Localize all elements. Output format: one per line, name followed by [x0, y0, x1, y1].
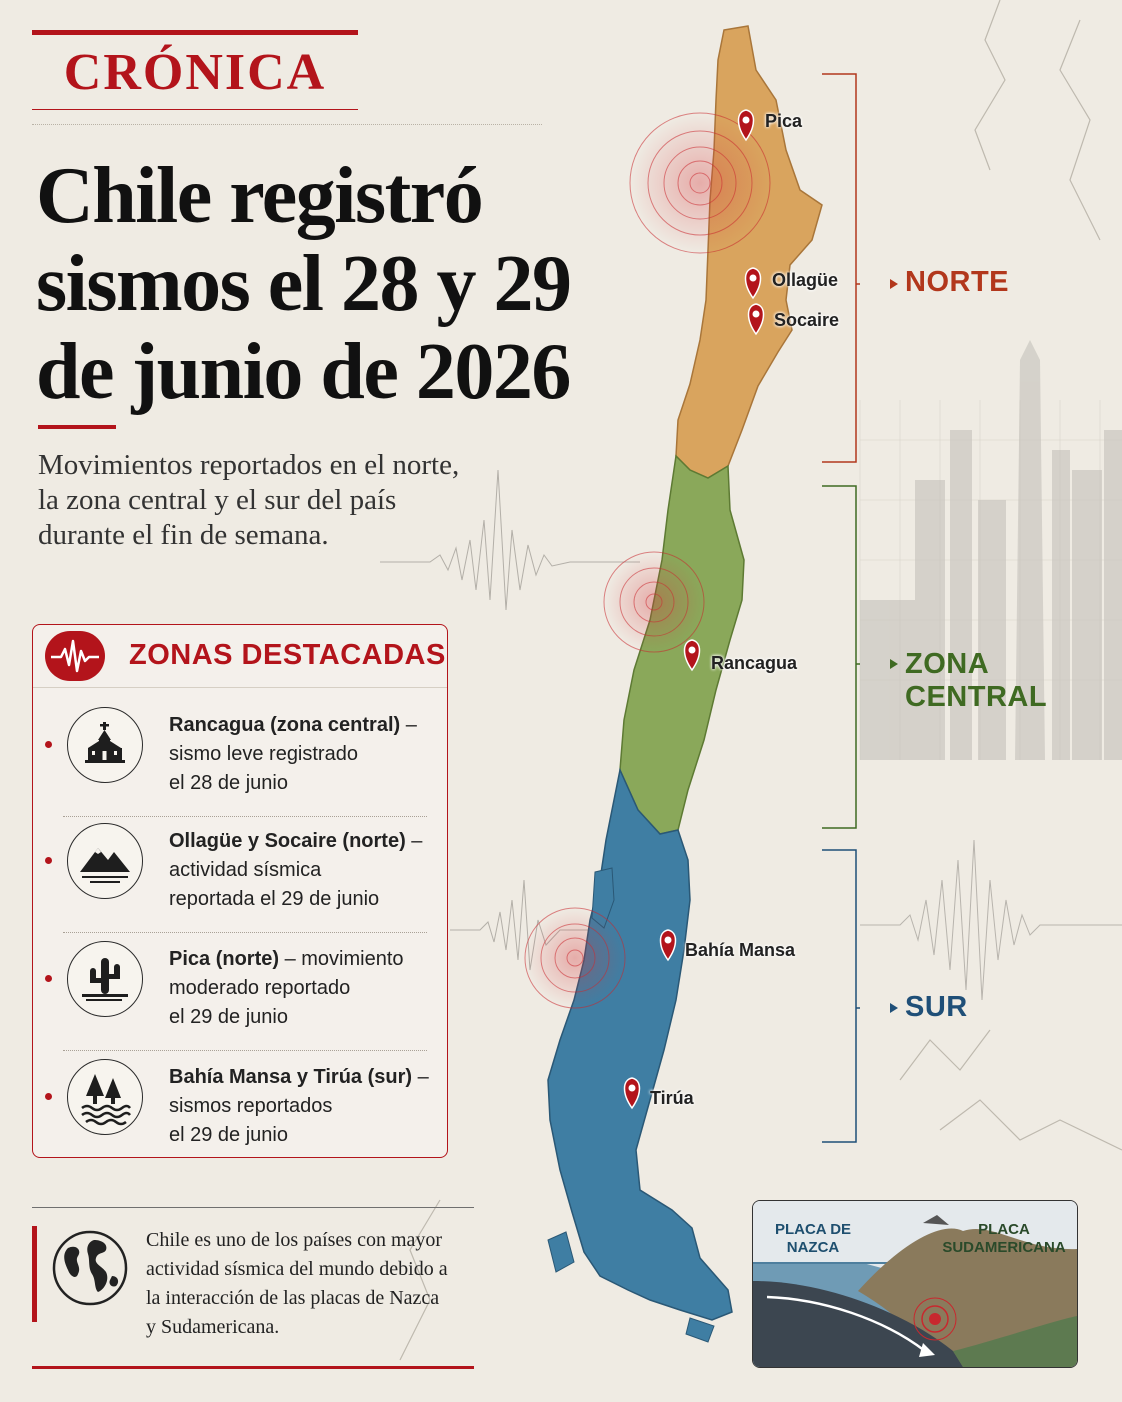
zone-desc: el 29 de junio [169, 1124, 288, 1146]
plate-label-line: NAZCA [786, 1239, 840, 1256]
fact-rule [32, 1207, 474, 1208]
church-icon [67, 707, 143, 783]
plate-label-sudamericana: PLACA SUDAMERICANA [939, 1221, 1069, 1257]
zone-dash: – movimiento [279, 948, 404, 970]
plate-label-line: PLACA [978, 1221, 1030, 1238]
seismograph-icon [45, 631, 105, 681]
region-label-central: ZONA CENTRAL [905, 648, 1047, 714]
header-rule [32, 124, 542, 125]
city-label-ollague: Ollagüe [772, 270, 839, 290]
divider [63, 1050, 427, 1051]
fact-line: actividad sísmica del mundo debido a [146, 1258, 448, 1280]
zone-desc: actividad sísmica [169, 859, 322, 881]
zone-desc: sismos reportados [169, 1095, 333, 1117]
city-label-bahia-mansa: Bahía Mansa [685, 940, 796, 960]
fact-line: la interacción de las placas de Nazca [146, 1287, 440, 1309]
zone-item-rancagua: Rancagua (zona central) – sismo leve reg… [33, 701, 447, 817]
bullet [45, 741, 52, 748]
headline-line: Chile registró [36, 152, 484, 240]
region-label-line: CENTRAL [905, 681, 1048, 713]
subheadline: Movimientos reportados en el norte, la z… [38, 448, 538, 553]
fact-line: Chile es uno de los países con mayor [146, 1229, 443, 1251]
city-label-rancagua: Rancagua [711, 653, 798, 673]
fact-text: Chile es uno de los países con mayor act… [146, 1226, 466, 1342]
plate-label-nazca: PLACA DE NAZCA [763, 1221, 863, 1257]
zone-text: Ollagüe y Socaire (norte) – actividad sí… [169, 827, 439, 914]
plates-inset: PLACA DE NAZCA PLACA SUDAMERICANA [752, 1200, 1078, 1368]
city-label-socaire: Socaire [774, 310, 840, 330]
divider [63, 932, 427, 933]
region-label-line: ZONA [905, 648, 990, 680]
bullet [45, 975, 52, 982]
brand-logo: CRÓNICA [63, 43, 327, 101]
bracket-arrows [890, 279, 898, 1013]
map-pin-socaire [747, 303, 765, 336]
brand-box: CRÓNICA [32, 30, 358, 110]
plate-label-line: SUDAMERICANA [942, 1239, 1066, 1256]
zones-title: ZONAS DESTACADAS [129, 639, 446, 671]
globe-icon [52, 1230, 128, 1306]
zone-desc: sismo leve registrado [169, 743, 358, 765]
subhead-line: Movimientos reportados en el norte, [38, 449, 460, 481]
zone-place: Rancagua (zona central) [169, 714, 401, 736]
zones-panel: ZONAS DESTACADAS Rancagua (zona central)… [32, 624, 448, 1158]
headline: Chile registró sismos el 28 y 29 de juni… [36, 152, 656, 416]
bracket-sur [822, 849, 857, 1143]
headline-line: sismos el 28 y 29 [36, 240, 572, 328]
city-label-pica: Pica [765, 111, 803, 131]
headline-divider [38, 425, 116, 429]
zone-desc: el 29 de junio [169, 1006, 288, 1028]
subhead-line: durante el fin de semana. [38, 519, 329, 551]
map-pin-ollague [744, 267, 762, 300]
zone-place: Bahía Mansa y Tirúa (sur) [169, 1066, 413, 1088]
fact-line: y Sudamericana. [146, 1316, 280, 1338]
mountains-icon [67, 823, 143, 899]
city-label-tirua: Tirúa [650, 1088, 694, 1108]
plates-diagram [753, 1201, 1077, 1367]
region-sur [547, 767, 733, 1321]
zone-desc: reportada el 29 de junio [169, 888, 380, 910]
divider [63, 816, 427, 817]
zone-desc: el 28 de junio [169, 772, 288, 794]
headline-line: de junio de 2026 [36, 328, 571, 416]
zone-dash: – [405, 830, 423, 852]
zone-item-pica: Pica (norte) – movimiento moderado repor… [33, 935, 447, 1051]
zone-desc: moderado reportado [169, 977, 351, 999]
region-label-norte: NORTE [905, 266, 1009, 298]
zone-dash: – [412, 1066, 429, 1088]
zone-item-bahia-mansa-tirua: Bahía Mansa y Tirúa (sur) – sismos repor… [33, 1053, 447, 1157]
zone-text: Bahía Mansa y Tirúa (sur) – sismos repor… [169, 1063, 439, 1150]
zone-place: Ollagüe y Socaire (norte) [169, 830, 406, 852]
subhead-line: la zona central y el sur del país [38, 484, 397, 516]
bracket-norte [822, 73, 857, 463]
bullet [45, 1093, 52, 1100]
plate-label-line: PLACA DE [774, 1221, 852, 1238]
zone-place: Pica (norte) [169, 948, 280, 970]
fact-accent-bar [32, 1226, 37, 1322]
zone-text: Pica (norte) – movimiento moderado repor… [169, 945, 439, 1032]
cactus-icon [67, 941, 143, 1017]
region-label-sur: SUR [905, 991, 968, 1023]
trees-water-icon [67, 1059, 143, 1135]
map-pin-tirua [623, 1077, 641, 1110]
zone-dash: – [400, 714, 417, 736]
map-pin-rancagua [683, 639, 701, 672]
city-skyline [860, 340, 1122, 760]
map-pin-pica [737, 109, 755, 142]
map-pin-bahia-mansa [659, 929, 677, 962]
bracket-central [822, 485, 857, 829]
footer-rule [32, 1366, 474, 1369]
bullet [45, 857, 52, 864]
zones-header: ZONAS DESTACADAS [33, 625, 447, 688]
zone-text: Rancagua (zona central) – sismo leve reg… [169, 711, 439, 798]
chile-map [524, 25, 860, 1343]
zone-item-ollague-socaire: Ollagüe y Socaire (norte) – actividad sí… [33, 817, 447, 933]
seismic-wave [380, 469, 640, 611]
